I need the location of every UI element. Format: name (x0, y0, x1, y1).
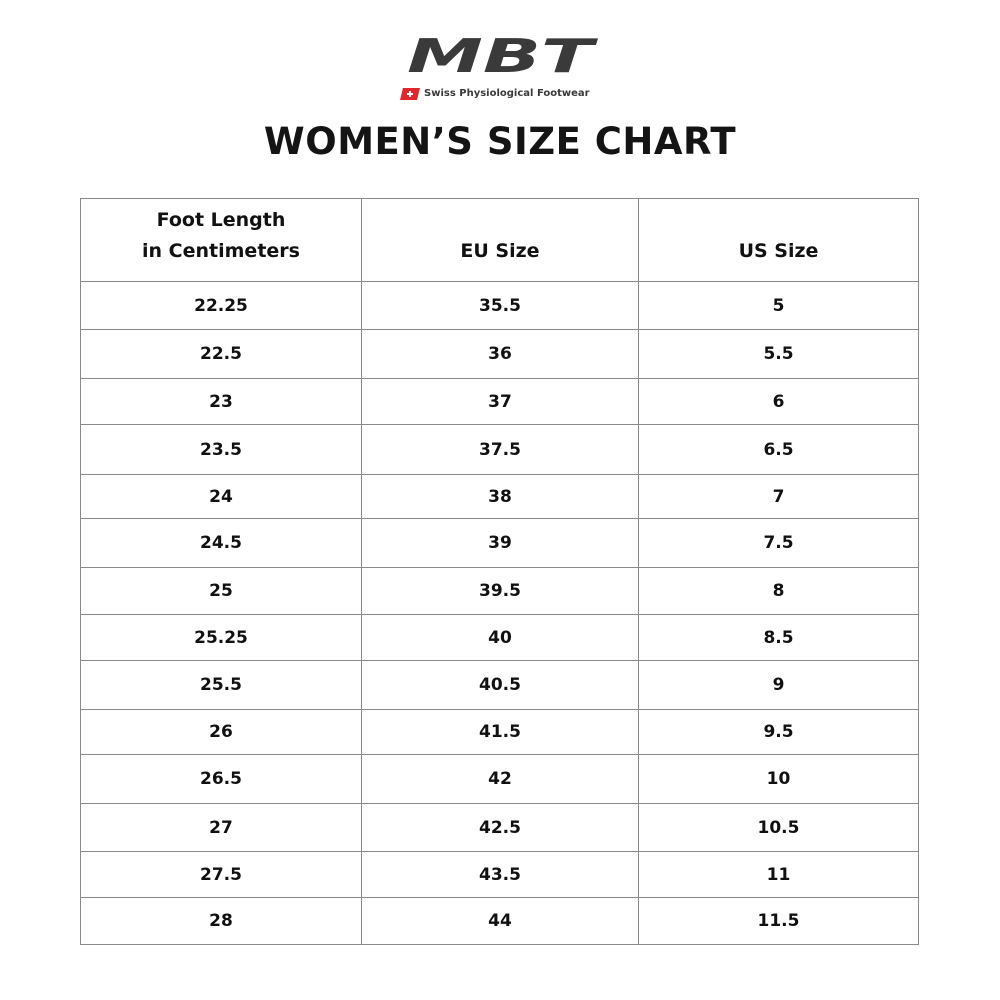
cell-us-size: 7.5 (638, 518, 919, 568)
table-row: 23 37 6 (80, 378, 919, 425)
table-row: 25 39.5 8 (80, 567, 919, 615)
cell-eu-size: 40 (361, 614, 639, 661)
header-line: US Size (738, 240, 819, 262)
logo-tagline: Swiss Physiological Footwear (424, 88, 590, 99)
cell-eu-size: 42.5 (361, 803, 639, 852)
size-chart-table: Foot Length in Centimeters EU Size US Size … (80, 198, 919, 945)
cell-us-size: 7 (638, 474, 919, 519)
cell-us-size: 5 (638, 281, 919, 330)
cell-us-size: 6.5 (638, 424, 919, 475)
cell-us-size: 8.5 (638, 614, 919, 661)
header-line: in Centimeters (142, 240, 300, 262)
cell-eu-size: 37.5 (361, 424, 639, 475)
cell-eu-size: 40.5 (361, 660, 639, 710)
cell-us-size: 8 (638, 567, 919, 615)
cell-eu-size: 41.5 (361, 709, 639, 755)
header-eu-size: EU Size (361, 198, 639, 282)
cell-eu-size: 39 (361, 518, 639, 568)
table-row: 26 41.5 9.5 (80, 709, 919, 755)
swiss-flag-icon (400, 87, 420, 100)
header-us-size: US Size (638, 198, 919, 282)
cell-us-size: 5.5 (638, 329, 919, 379)
cell-foot-length: 25.25 (80, 614, 362, 661)
table-row: 27 42.5 10.5 (80, 803, 919, 852)
cell-foot-length: 27 (80, 803, 362, 852)
cell-foot-length: 26.5 (80, 754, 362, 804)
cell-eu-size: 37 (361, 378, 639, 425)
table-row: 26.5 42 10 (80, 754, 919, 804)
cell-eu-size: 43.5 (361, 851, 639, 898)
table-row: 24 38 7 (80, 474, 919, 519)
table-row: 24.5 39 7.5 (80, 518, 919, 568)
cell-foot-length: 24.5 (80, 518, 362, 568)
cell-us-size: 9.5 (638, 709, 919, 755)
cell-eu-size: 39.5 (361, 567, 639, 615)
cell-eu-size: 36 (361, 329, 639, 379)
cell-foot-length: 22.25 (80, 281, 362, 330)
table-row: 27.5 43.5 11 (80, 851, 919, 898)
logo-tagline-row: Swiss Physiological Footwear (400, 87, 600, 101)
cell-foot-length: 28 (80, 897, 362, 945)
cell-foot-length: 27.5 (80, 851, 362, 898)
cell-us-size: 10.5 (638, 803, 919, 852)
header-line: EU Size (460, 240, 540, 262)
header-line: Foot Length (156, 209, 286, 231)
table-row: 28 44 11.5 (80, 897, 919, 945)
cell-foot-length: 23 (80, 378, 362, 425)
mbt-logo: MBT Swiss Physiological Footwear (400, 34, 600, 102)
cell-eu-size: 38 (361, 474, 639, 519)
cell-foot-length: 24 (80, 474, 362, 519)
cell-us-size: 9 (638, 660, 919, 710)
table-row: 25.5 40.5 9 (80, 660, 919, 710)
logo-wordmark: MBT (400, 34, 600, 84)
cell-foot-length: 23.5 (80, 424, 362, 475)
cell-eu-size: 42 (361, 754, 639, 804)
table-row: 22.5 36 5.5 (80, 329, 919, 379)
cell-us-size: 11 (638, 851, 919, 898)
cell-eu-size: 35.5 (361, 281, 639, 330)
cell-foot-length: 26 (80, 709, 362, 755)
header-row: Foot Length in Centimeters EU Size US Size (80, 198, 919, 282)
cell-eu-size: 44 (361, 897, 639, 945)
cell-us-size: 10 (638, 754, 919, 804)
page-title: WOMEN’S SIZE CHART (263, 120, 737, 163)
table-row: 22.25 35.5 5 (80, 281, 919, 330)
cell-us-size: 6 (638, 378, 919, 425)
table-row: 23.5 37.5 6.5 (80, 424, 919, 475)
table-row: 25.25 40 8.5 (80, 614, 919, 661)
cell-foot-length: 25.5 (80, 660, 362, 710)
cell-foot-length: 25 (80, 567, 362, 615)
header-foot-length: Foot Length in Centimeters (80, 198, 362, 282)
svg-text:MBT: MBT (407, 34, 599, 83)
cell-foot-length: 22.5 (80, 329, 362, 379)
cell-us-size: 11.5 (638, 897, 919, 945)
